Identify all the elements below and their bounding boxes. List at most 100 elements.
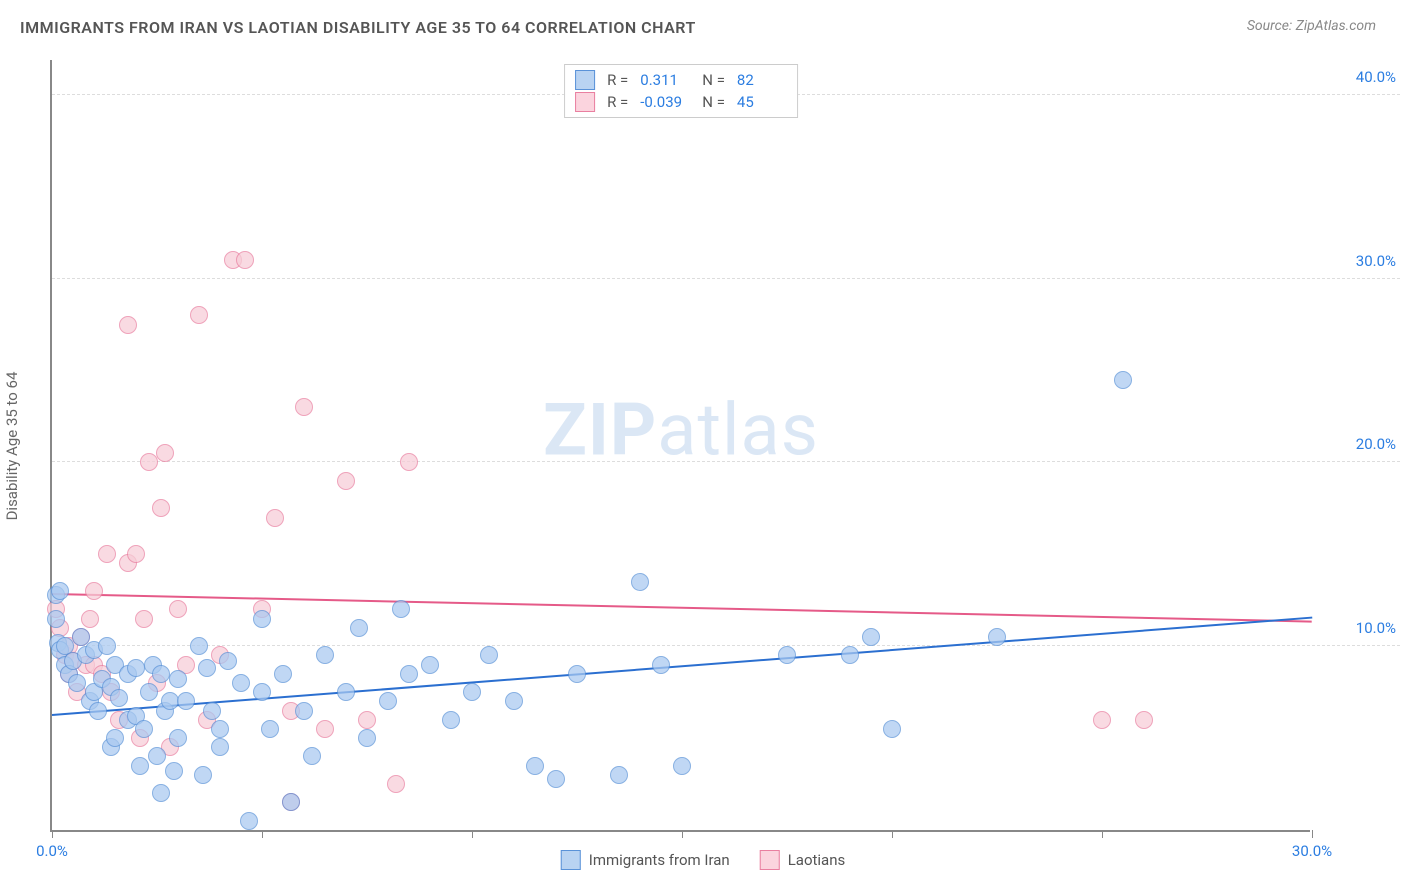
x-tick: [472, 830, 473, 838]
data-point: [505, 692, 523, 710]
data-point: [988, 628, 1006, 646]
data-point: [337, 472, 355, 490]
trend-line: [52, 617, 1312, 716]
data-point: [85, 582, 103, 600]
data-point: [98, 637, 116, 655]
data-point: [547, 770, 565, 788]
legend-label: Laotians: [788, 851, 846, 869]
r-value: 0.311: [640, 71, 690, 89]
data-point: [203, 702, 221, 720]
data-point: [274, 665, 292, 683]
data-point: [119, 316, 137, 334]
data-point: [610, 766, 628, 784]
data-point: [400, 665, 418, 683]
data-point: [568, 665, 586, 683]
data-point: [89, 702, 107, 720]
data-point: [253, 683, 271, 701]
data-point: [778, 646, 796, 664]
y-tick-label: 20.0%: [1356, 435, 1396, 453]
data-point: [240, 812, 258, 830]
data-point: [47, 610, 65, 628]
data-point: [480, 646, 498, 664]
data-point: [883, 720, 901, 738]
data-point: [266, 509, 284, 527]
legend-label: Immigrants from Iran: [589, 851, 730, 869]
legend-swatch: [575, 70, 595, 90]
data-point: [152, 665, 170, 683]
n-value: 82: [737, 71, 787, 89]
data-point: [156, 444, 174, 462]
data-point: [219, 652, 237, 670]
n-value: 45: [737, 93, 787, 111]
data-point: [379, 692, 397, 710]
data-point: [253, 610, 271, 628]
data-point: [652, 656, 670, 674]
data-point: [316, 646, 334, 664]
data-point: [526, 757, 544, 775]
gridline: [52, 278, 1400, 279]
y-tick-label: 30.0%: [1356, 252, 1396, 270]
data-point: [862, 628, 880, 646]
data-point: [140, 683, 158, 701]
y-tick-label: 10.0%: [1356, 619, 1396, 637]
x-tick-label: 0.0%: [36, 842, 68, 860]
data-point: [400, 453, 418, 471]
data-point: [463, 683, 481, 701]
x-tick: [682, 830, 683, 838]
series-legend: Immigrants from Iran Laotians: [561, 850, 846, 870]
data-point: [68, 674, 86, 692]
data-point: [261, 720, 279, 738]
r-label: R =: [607, 93, 628, 111]
x-tick-label: 30.0%: [1292, 842, 1332, 860]
legend-row: R = 0.311 N = 82: [575, 69, 787, 91]
data-point: [1114, 371, 1132, 389]
data-point: [135, 610, 153, 628]
source-attribution: Source: ZipAtlas.com: [1247, 18, 1376, 34]
data-point: [51, 582, 69, 600]
n-label: N =: [702, 71, 725, 89]
data-point: [165, 762, 183, 780]
n-label: N =: [702, 93, 725, 111]
data-point: [81, 610, 99, 628]
data-point: [106, 729, 124, 747]
data-point: [442, 711, 460, 729]
data-point: [110, 689, 128, 707]
data-point: [358, 711, 376, 729]
gridline: [52, 645, 1400, 646]
data-point: [316, 720, 334, 738]
x-tick: [1312, 830, 1313, 838]
data-point: [1093, 711, 1111, 729]
data-point: [387, 775, 405, 793]
trend-line: [52, 593, 1312, 623]
data-point: [169, 729, 187, 747]
data-point: [358, 729, 376, 747]
x-tick: [262, 830, 263, 838]
data-point: [421, 656, 439, 674]
data-point: [232, 674, 250, 692]
r-value: -0.039: [640, 93, 690, 111]
data-point: [194, 766, 212, 784]
y-axis-label: Disability Age 35 to 64: [3, 372, 21, 521]
legend-swatch: [760, 850, 780, 870]
data-point: [337, 683, 355, 701]
data-point: [631, 573, 649, 591]
data-point: [295, 398, 313, 416]
data-point: [236, 251, 254, 269]
legend-item: Laotians: [760, 850, 846, 870]
data-point: [140, 453, 158, 471]
data-point: [673, 757, 691, 775]
data-point: [169, 670, 187, 688]
gridline: [52, 461, 1400, 462]
chart-title: IMMIGRANTS FROM IRAN VS LAOTIAN DISABILI…: [20, 18, 696, 37]
data-point: [152, 499, 170, 517]
data-point: [131, 757, 149, 775]
scatter-chart: ZIPatlas R =0.311N =82R =-0.039N =45 10.…: [50, 60, 1310, 832]
x-tick: [892, 830, 893, 838]
data-point: [177, 692, 195, 710]
data-point: [303, 747, 321, 765]
data-point: [190, 637, 208, 655]
r-label: R =: [607, 71, 628, 89]
data-point: [211, 738, 229, 756]
data-point: [1135, 711, 1153, 729]
legend-row: R = -0.039 N = 45: [575, 91, 787, 113]
